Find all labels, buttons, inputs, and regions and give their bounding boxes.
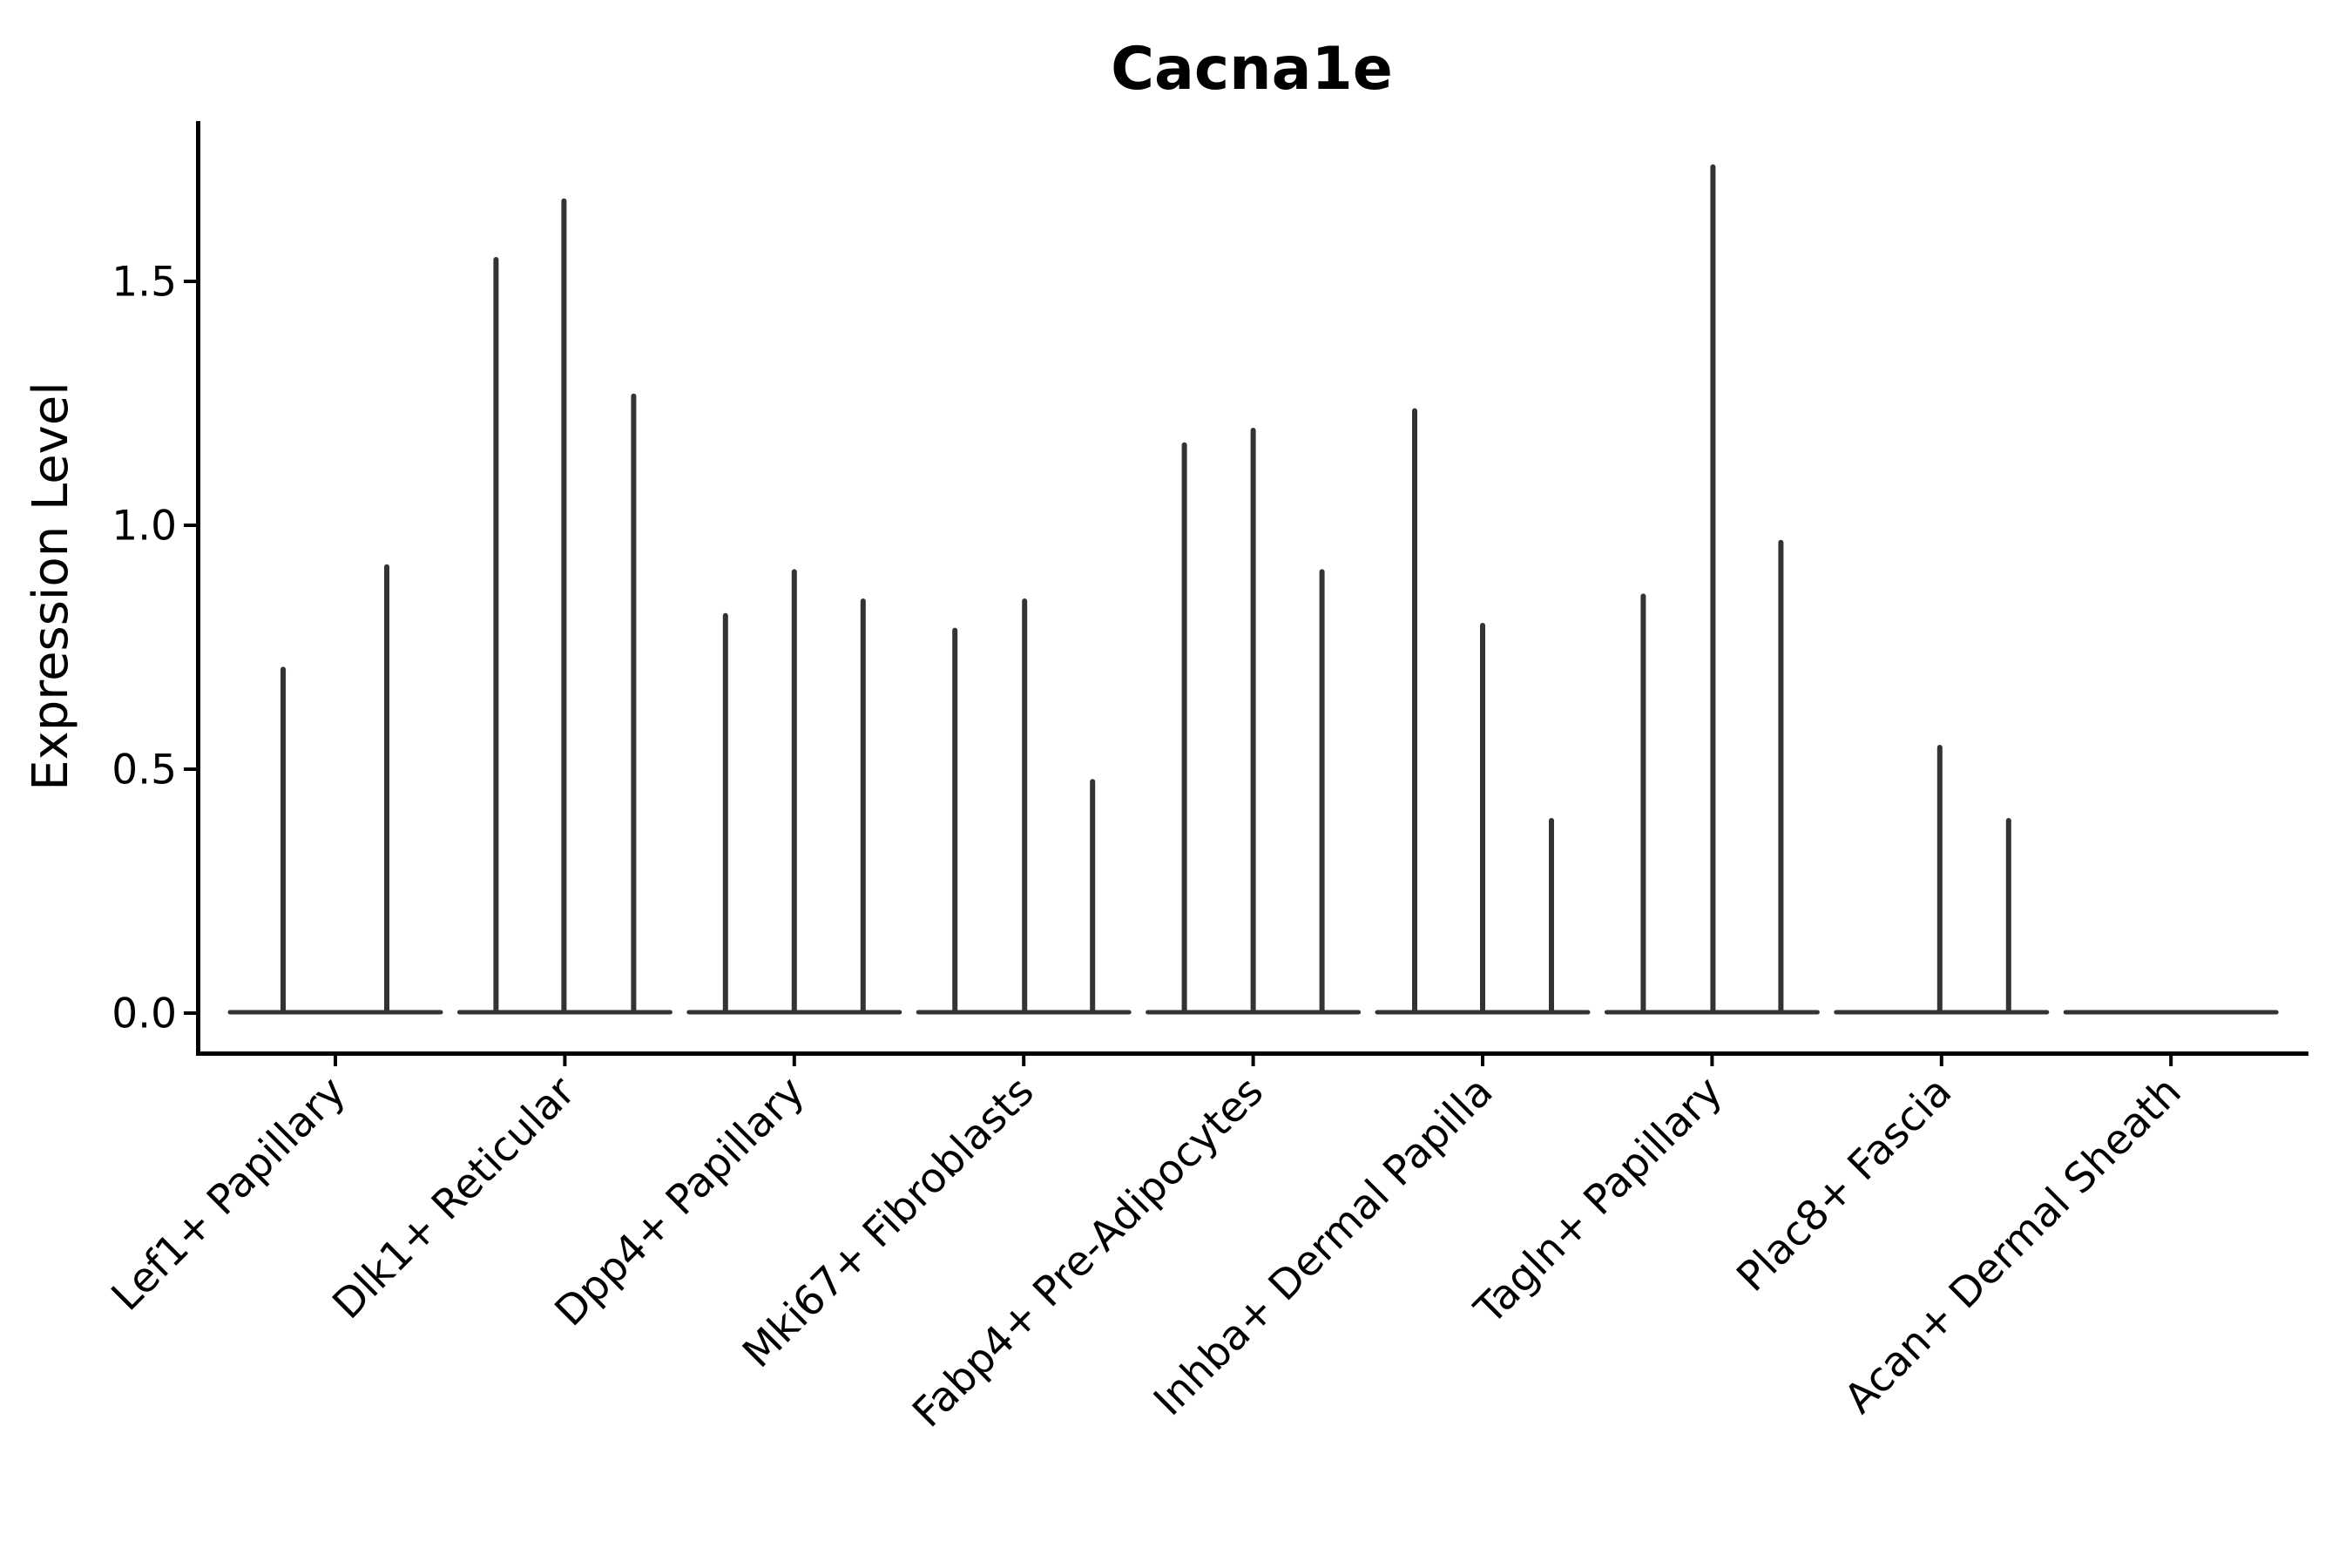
chart-title: Cacna1e bbox=[1111, 35, 1393, 104]
x-tick-label: Plac8+ Fascia bbox=[1727, 1068, 1961, 1301]
x-tick-label: Dpp4+ Papillary bbox=[546, 1068, 814, 1336]
y-axis-label: Expression Level bbox=[23, 382, 79, 791]
x-tick-label: Lef1+ Papillary bbox=[103, 1068, 355, 1321]
y-tick-label: 1.5 bbox=[112, 259, 177, 307]
y-tick-label: 1.0 bbox=[112, 503, 177, 551]
y-tick-label: 0.5 bbox=[112, 747, 177, 794]
y-tick-label: 0.0 bbox=[112, 990, 177, 1038]
x-tick-label: Tagln+ Papillary bbox=[1465, 1068, 1732, 1335]
x-tick-label: Dlk1+ Reticular bbox=[323, 1067, 585, 1328]
